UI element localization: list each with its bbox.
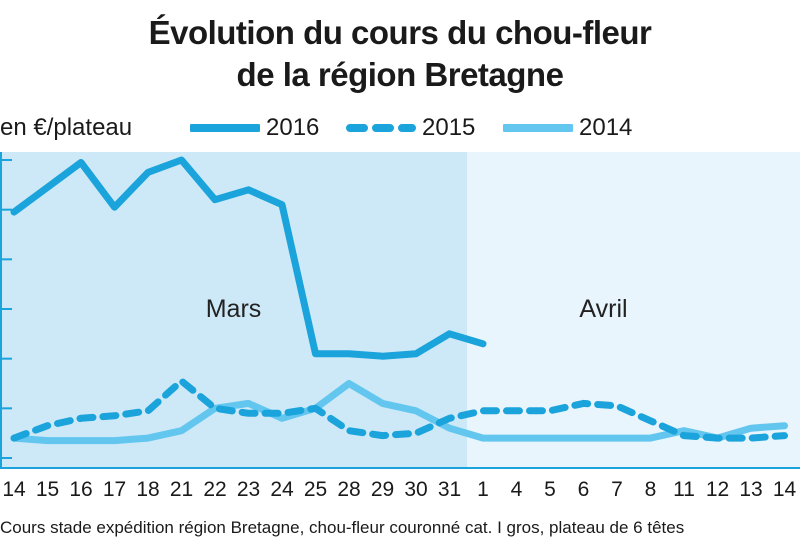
x-tick-label: 1 (477, 478, 489, 501)
x-tick-label: 7 (611, 478, 623, 501)
x-tick-label: 11 (673, 478, 695, 501)
source-footnote: Cours stade expédition région Bretagne, … (0, 518, 685, 537)
x-tick-label: 17 (103, 478, 126, 501)
legend-swatch-2015 (346, 124, 416, 132)
legend-swatch-2016 (190, 124, 260, 132)
series-line-2015 (10, 377, 788, 442)
period-label-mars: Mars (206, 295, 262, 323)
x-tick-label: 12 (706, 478, 729, 501)
x-tick-label: 14 (773, 478, 797, 501)
x-tick-label: 5 (544, 478, 556, 501)
legend-label-2015: 2015 (422, 114, 476, 141)
x-tick-label: 28 (337, 478, 360, 501)
x-tick-label: 21 (170, 478, 193, 501)
legend: en €/plateau 2016 2015 2014 (0, 110, 800, 146)
march-background-band (0, 152, 467, 468)
series-line-2014 (10, 380, 788, 445)
x-tick-label: 30 (404, 478, 427, 501)
x-tick-label: 4 (511, 478, 523, 501)
x-tick-label: 6 (578, 478, 590, 501)
x-tick-label: 8 (645, 478, 657, 501)
legend-label-2014: 2014 (579, 114, 633, 141)
x-tick-label: 18 (136, 478, 159, 501)
chart-title: Évolution du cours du chou-fleur de la r… (0, 12, 800, 96)
x-tick-label: 24 (270, 478, 294, 501)
chart-title-line2: de la région Bretagne (236, 56, 564, 93)
x-tick-label: 29 (371, 478, 394, 501)
x-tick-label: 16 (69, 478, 92, 501)
series-line-2016 (10, 156, 487, 360)
x-tick-label: 14 (2, 478, 26, 501)
chart-title-line1: Évolution du cours du chou-fleur (148, 14, 652, 51)
x-tick-label: 22 (203, 478, 226, 501)
legend-label-2016: 2016 (266, 114, 320, 141)
x-tick-label: 25 (304, 478, 327, 501)
x-tick-label: 13 (739, 478, 762, 501)
x-tick-label: 15 (36, 478, 59, 501)
x-tick-label: 31 (438, 478, 461, 501)
period-label-avril: Avril (579, 295, 627, 323)
y-axis-unit-label: en €/plateau (0, 114, 133, 141)
x-tick-label: 23 (237, 478, 260, 501)
legend-swatch-2014 (503, 124, 573, 132)
april-background-band (467, 152, 800, 468)
